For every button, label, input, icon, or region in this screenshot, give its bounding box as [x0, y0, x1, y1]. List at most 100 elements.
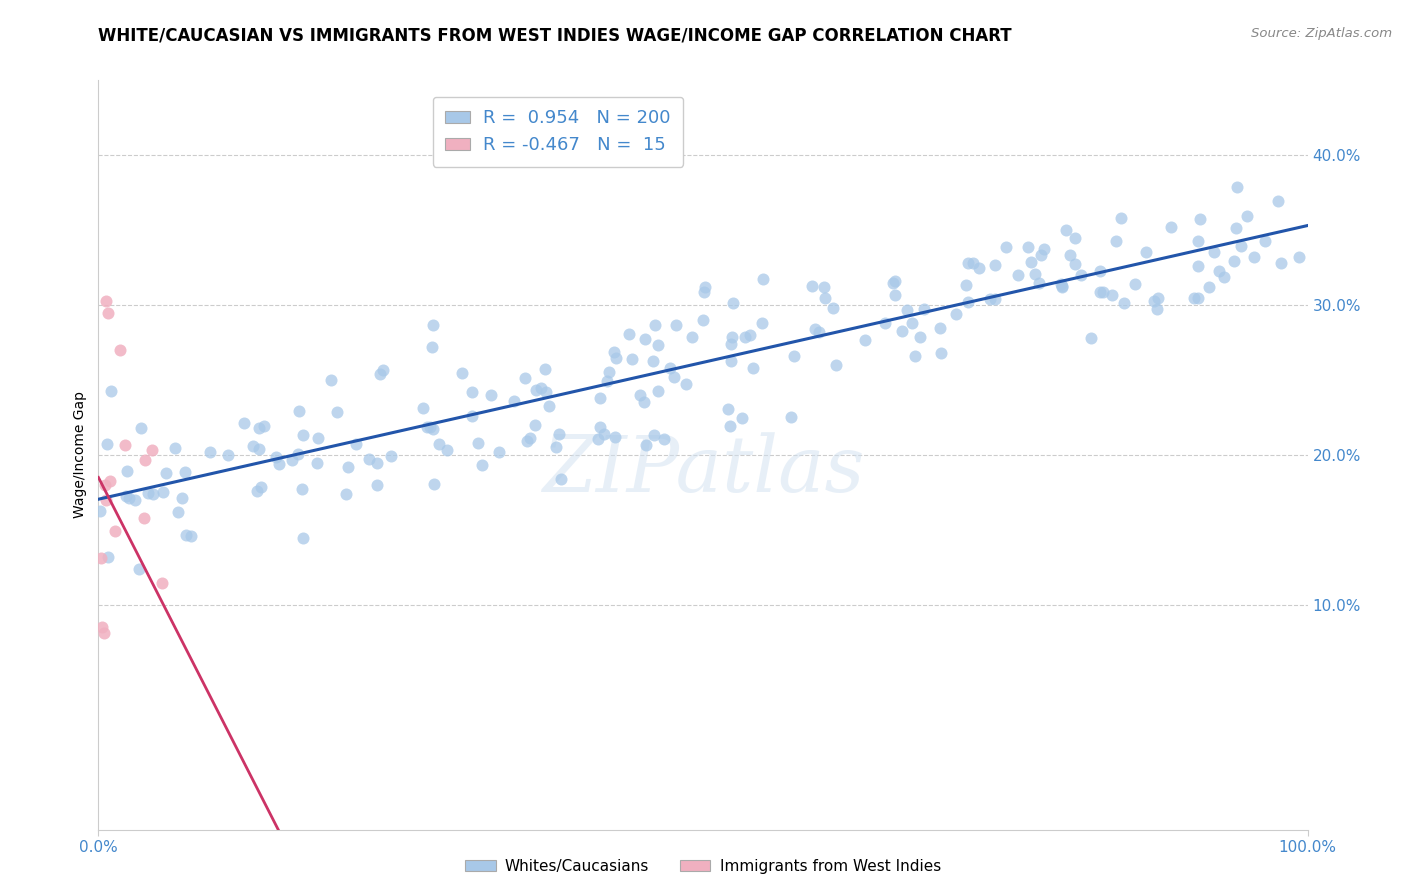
- Point: [605, 351, 627, 365]
- Point: [1050, 277, 1073, 291]
- Point: [681, 329, 703, 343]
- Point: [721, 330, 744, 344]
- Point: [751, 316, 773, 330]
- Point: [174, 528, 197, 542]
- Point: [128, 562, 150, 576]
- Point: [633, 395, 655, 409]
- Point: [124, 493, 146, 508]
- Point: [416, 419, 439, 434]
- Point: [422, 318, 444, 333]
- Legend: Whites/Caucasians, Immigrants from West Indies: Whites/Caucasians, Immigrants from West …: [460, 853, 946, 880]
- Point: [665, 318, 688, 333]
- Point: [242, 439, 264, 453]
- Point: [979, 292, 1001, 306]
- Point: [1160, 219, 1182, 234]
- Point: [450, 366, 472, 380]
- Point: [115, 489, 138, 503]
- Point: [233, 416, 256, 430]
- Point: [884, 287, 907, 301]
- Point: [1024, 268, 1046, 282]
- Point: [1213, 269, 1236, 284]
- Point: [534, 361, 557, 376]
- Point: [419, 420, 441, 434]
- Point: [100, 384, 122, 398]
- Point: [807, 325, 830, 339]
- Point: [1088, 285, 1111, 300]
- Point: [662, 369, 685, 384]
- Point: [548, 427, 571, 442]
- Point: [90, 550, 112, 565]
- Point: [824, 358, 846, 372]
- Point: [1225, 220, 1247, 235]
- Point: [628, 388, 651, 402]
- Point: [903, 349, 925, 363]
- Point: [1270, 256, 1292, 270]
- Point: [544, 441, 567, 455]
- Point: [1198, 280, 1220, 294]
- Point: [984, 292, 1007, 306]
- Point: [1208, 264, 1230, 278]
- Point: [436, 443, 458, 458]
- Point: [1146, 302, 1168, 317]
- Point: [731, 410, 754, 425]
- Point: [1080, 331, 1102, 345]
- Point: [742, 361, 765, 376]
- Point: [422, 422, 444, 436]
- Point: [586, 432, 609, 446]
- Point: [957, 294, 980, 309]
- Point: [720, 336, 742, 351]
- Point: [634, 438, 657, 452]
- Point: [91, 620, 114, 634]
- Point: [104, 524, 127, 538]
- Point: [266, 450, 288, 464]
- Point: [891, 324, 914, 338]
- Point: [479, 388, 502, 402]
- Point: [366, 478, 388, 492]
- Point: [108, 343, 131, 357]
- Point: [641, 354, 664, 368]
- Point: [97, 549, 120, 564]
- Point: [693, 285, 716, 299]
- Point: [1188, 211, 1211, 226]
- Point: [813, 291, 835, 305]
- Point: [1031, 248, 1053, 262]
- Point: [287, 447, 309, 461]
- Point: [461, 385, 484, 400]
- Point: [427, 437, 450, 451]
- Point: [523, 418, 546, 433]
- Point: [598, 365, 620, 379]
- Point: [1033, 243, 1056, 257]
- Point: [97, 305, 120, 319]
- Point: [291, 482, 314, 496]
- Point: [692, 313, 714, 327]
- Point: [253, 418, 276, 433]
- Point: [595, 374, 617, 388]
- Text: ZIPatlas: ZIPatlas: [541, 432, 865, 508]
- Point: [519, 431, 541, 445]
- Point: [165, 441, 187, 455]
- Point: [89, 504, 111, 518]
- Point: [380, 449, 402, 463]
- Point: [1187, 291, 1209, 305]
- Point: [621, 352, 644, 367]
- Point: [720, 354, 742, 368]
- Point: [368, 367, 391, 381]
- Point: [371, 363, 394, 377]
- Point: [326, 405, 349, 419]
- Point: [550, 472, 572, 486]
- Point: [150, 576, 173, 591]
- Point: [957, 256, 980, 270]
- Point: [96, 493, 118, 508]
- Text: WHITE/CAUCASIAN VS IMMIGRANTS FROM WEST INDIES WAGE/INCOME GAP CORRELATION CHART: WHITE/CAUCASIAN VS IMMIGRANTS FROM WEST …: [98, 27, 1012, 45]
- Point: [912, 302, 935, 317]
- Point: [287, 404, 309, 418]
- Point: [643, 428, 665, 442]
- Text: Source: ZipAtlas.com: Source: ZipAtlas.com: [1251, 27, 1392, 40]
- Point: [1088, 263, 1111, 277]
- Point: [1105, 234, 1128, 248]
- Point: [502, 394, 524, 409]
- Point: [246, 483, 269, 498]
- Point: [1142, 293, 1164, 308]
- Point: [647, 384, 669, 398]
- Point: [675, 377, 697, 392]
